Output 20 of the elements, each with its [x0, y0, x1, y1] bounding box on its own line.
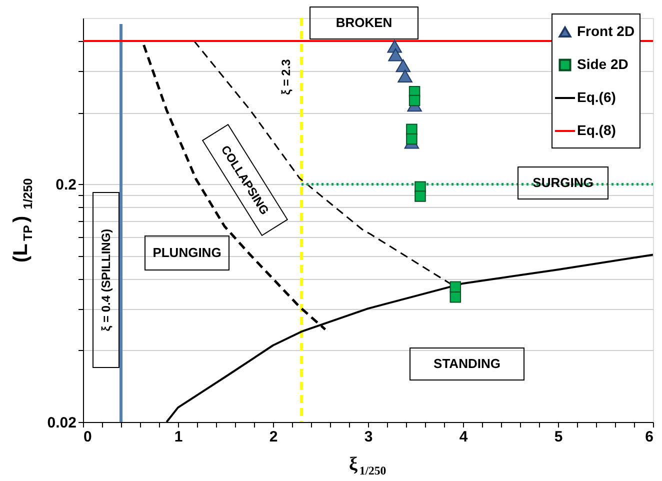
x-tick-label: 5: [554, 428, 563, 446]
y-tick-label: 0.2: [56, 176, 76, 194]
x-tick-label: 1: [174, 428, 183, 446]
legend-label: Eq.(8): [577, 122, 616, 138]
annotation: SURGING: [532, 175, 594, 190]
annotation: PLUNGING: [152, 245, 222, 260]
ref-line-label: ξ = 2.3: [279, 58, 293, 95]
annotation: BROKEN: [336, 15, 392, 30]
legend-label: Eq.(6): [577, 89, 616, 105]
y-tick-label: 0.02: [47, 414, 76, 432]
legend-label: Side 2D: [577, 56, 628, 72]
legend-label: Front 2D: [577, 23, 635, 39]
x-tick-label: 6: [645, 428, 654, 446]
x-tick-label: 3: [364, 428, 373, 446]
x-tick-label: 4: [459, 428, 468, 446]
annotation: STANDING: [434, 356, 500, 371]
ref-line-label: ξ = 0.4 (SPILLING): [99, 228, 113, 332]
x-tick-label: 0: [84, 428, 92, 446]
x-tick-label: 2: [269, 428, 278, 446]
y-axis-title: (LTP)1/250: [10, 178, 35, 263]
